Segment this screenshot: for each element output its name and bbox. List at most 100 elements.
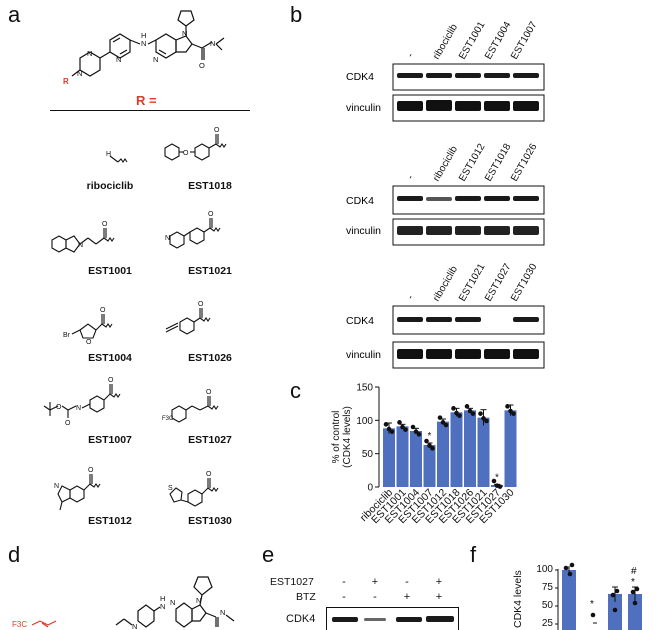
y-axis-label-0: % of control (331, 411, 342, 464)
point-EST1030-0 (505, 404, 510, 409)
panel-e-blot-label: CDK4 (286, 613, 316, 625)
bar-EST1030 (504, 410, 517, 487)
atom-br: Br (63, 332, 71, 339)
atom-o-boc: O (56, 404, 62, 411)
panel-d-structure: F3C N N H N N N (12, 576, 235, 630)
point-EST1026-2 (467, 408, 473, 414)
point-ribociclib-2 (386, 426, 392, 432)
panel-label-e: e (262, 542, 275, 567)
compound-name-est1030: EST1030 (188, 515, 232, 527)
point-EST1018-2 (454, 410, 459, 416)
panel-label-d: d (8, 542, 21, 567)
atom-o-furan: O (86, 339, 92, 346)
r-group-header: R = (136, 93, 157, 108)
blot-2-lane-1: - (405, 173, 416, 181)
bar-EST1004 (410, 431, 422, 487)
sign-1027-3: - (405, 576, 409, 588)
atom-f3c-d: F3C (12, 620, 27, 629)
point-ribociclib-1 (389, 429, 395, 434)
atom-n-d-1: N (132, 622, 137, 630)
compound-name-est1012: EST1012 (88, 515, 132, 527)
point-EST1004-2 (413, 429, 419, 434)
r-group-label: R (63, 77, 69, 86)
panel-label-b: b (290, 2, 303, 27)
atom-o-1026: O (198, 301, 204, 308)
sig-EST1007: * (428, 431, 432, 442)
panel-f-tick-75: 75 (541, 582, 553, 593)
panel-b-blots: - ribociclib EST1001 EST1004 EST1007 CDK… (346, 20, 545, 369)
blot-3-row-cdk4: CDK4 (346, 315, 374, 327)
point-EST1026-0 (464, 404, 470, 409)
point-EST1001-2 (400, 424, 405, 430)
bar-ribociclib (383, 428, 395, 487)
sig-EST1027: * (495, 472, 499, 483)
point-EST1021-2 (481, 416, 486, 421)
point-EST1001-1 (403, 427, 408, 432)
atom-o-1012: O (88, 467, 94, 474)
atom-n-1021: N (165, 235, 170, 242)
atom-n-amine: N (141, 39, 146, 48)
atom-o-1018: O (183, 150, 189, 157)
y-tick-label-0: 0 (367, 483, 373, 494)
panel-label-a: a (8, 2, 21, 27)
blot-1-lane-2: ribociclib (431, 22, 460, 62)
point-EST1027-2 (494, 483, 500, 488)
blot-3-lane-5: EST1030 (509, 262, 540, 304)
compound-name-est1001: EST1001 (88, 265, 132, 277)
point-EST1030-1 (511, 411, 516, 416)
atom-n-piperazine-bottom: N (77, 69, 82, 78)
point-EST1007-1 (430, 446, 435, 451)
panel-f-hash: # (631, 566, 637, 577)
y-tick-label-100: 100 (356, 416, 373, 427)
sign-1027-4: + (435, 576, 443, 588)
atom-n-d-3: N (170, 598, 175, 607)
bar-EST1026 (464, 410, 476, 487)
panel-f-bar-4 (628, 594, 642, 630)
blot-3: - ribociclib EST1021 EST1027 EST1030 CDK… (346, 262, 545, 369)
atom-f3c: F3C (162, 416, 174, 422)
atom-o-amide: O (199, 61, 205, 70)
compound-name-ribociclib: ribociclib (86, 180, 134, 192)
sign-btz-2: - (373, 591, 377, 603)
point-EST1021-1 (484, 418, 489, 424)
panel-e-label-btz: BTZ (296, 591, 316, 603)
point-EST1027-0 (491, 478, 497, 484)
atom-s-thiophene: S (168, 485, 173, 492)
atom-o-1030: O (206, 471, 212, 478)
sign-1027-1: - (342, 576, 346, 588)
atom-h-amine: H (141, 31, 146, 40)
panel-f-ylabel: CDK4 levels (512, 570, 524, 628)
bar-EST1007 (423, 445, 436, 487)
atom-o-boc-carbonyl: O (65, 420, 71, 427)
atom-n-d-2: N (160, 602, 165, 611)
bar-EST1021 (477, 417, 490, 487)
point-EST1004-0 (410, 424, 416, 430)
blot-3-row-vinculin: vinculin (346, 349, 381, 361)
compound-name-est1021: EST1021 (188, 265, 232, 277)
point-EST1026-1 (470, 411, 476, 416)
point-EST1012-1 (443, 422, 449, 428)
blot-2-lane-2: ribociclib (431, 144, 460, 184)
point-EST1021-0 (478, 411, 483, 416)
atom-o-1018-carbonyl: O (214, 127, 220, 134)
atom-n-1001: N (78, 242, 83, 249)
atom-n-pyridine: N (116, 55, 121, 64)
blot-3-lane-1: - (405, 293, 416, 301)
y-tick-label-50: 50 (362, 449, 374, 460)
atom-n-pyrimidine: N (153, 55, 158, 64)
blot-1-row-cdk4: CDK4 (346, 71, 374, 83)
ribociclib-core-structure: N N N N H N N N O R (63, 10, 225, 86)
blot-1: - ribociclib EST1001 EST1004 EST1007 CDK… (346, 20, 545, 122)
point-EST1030-2 (508, 408, 513, 414)
sign-btz-3: + (403, 591, 411, 603)
panel-f-tick-100: 100 (536, 564, 553, 575)
blot-1-row-vinculin: vinculin (346, 102, 381, 114)
blot-2-lane-5: EST1026 (509, 142, 540, 184)
sign-1027-2: + (371, 576, 379, 588)
atom-n-boc: N (76, 405, 81, 412)
panel-f-tick-25: 25 (541, 618, 553, 629)
point-EST1001-0 (397, 420, 402, 425)
panel-label-f: f (470, 542, 477, 567)
blot-1-lane-5: EST1007 (509, 20, 540, 62)
